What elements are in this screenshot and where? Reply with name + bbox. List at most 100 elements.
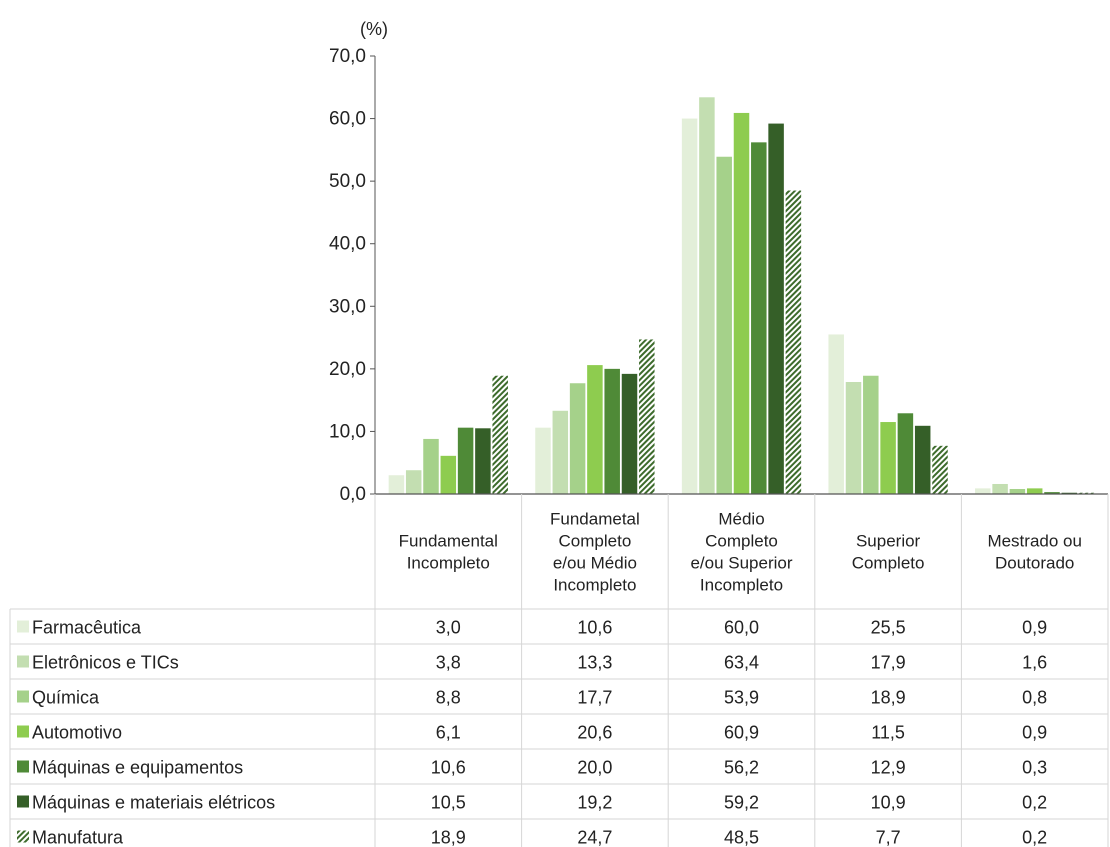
data-table-value: 7,7: [876, 828, 901, 847]
bar: [1061, 492, 1078, 494]
bar: [1026, 488, 1043, 494]
legend-label: Máquinas e materiais elétricos: [32, 793, 275, 813]
data-table-value: 17,9: [871, 653, 906, 673]
y-tick-label: 30,0: [329, 296, 366, 317]
bar: [405, 470, 422, 494]
data-table-value: 12,9: [871, 758, 906, 778]
legend-swatch: [17, 690, 29, 703]
legend-label: Farmacêutica: [32, 618, 142, 638]
data-table-value: 17,7: [577, 688, 612, 708]
legend-label: Máquinas e equipamentos: [32, 758, 243, 778]
data-table-value: 0,2: [1022, 828, 1047, 847]
bar: [845, 381, 862, 494]
data-table-value: 3,8: [436, 653, 461, 673]
y-axis: 0,0 10,0 20,0 30,0 40,0 50,0 60,0 70,0: [329, 46, 376, 505]
y-tick-label: 10,0: [329, 421, 366, 442]
data-table-value: 10,6: [577, 618, 612, 638]
bar: [552, 410, 569, 494]
data-table-value: 0,2: [1022, 793, 1047, 813]
bar: [569, 383, 586, 494]
legend-swatch: [17, 655, 29, 668]
data-table-value: 56,2: [724, 758, 759, 778]
y-tick-label: 60,0: [329, 109, 366, 130]
legend-swatch: [17, 620, 29, 633]
data-table-value: 25,5: [871, 618, 906, 638]
y-unit-label: (%): [360, 19, 388, 39]
data-table-value: 18,9: [871, 688, 906, 708]
legend-label: Automotivo: [32, 723, 122, 743]
data-table-value: 11,5: [871, 723, 905, 743]
bar: [716, 156, 732, 495]
x-category-label: Fundamental Incompleto: [399, 532, 498, 573]
bar: [639, 339, 655, 494]
data-table-value: 59,2: [724, 793, 759, 813]
y-tick-label: 70,0: [329, 46, 366, 67]
bar: [492, 375, 508, 494]
data-table-value: 10,9: [871, 793, 906, 813]
data-table-value: 10,5: [431, 793, 466, 813]
bar: [932, 445, 948, 494]
bar: [440, 455, 457, 494]
bar: [621, 373, 638, 494]
data-table-value: 24,7: [577, 828, 612, 847]
bar: [863, 375, 879, 494]
data-table-value: 10,6: [431, 758, 466, 778]
bar: [535, 427, 551, 494]
bar: [1009, 488, 1026, 494]
x-category-label: Médio Completo e/ou Superior Incompleto: [690, 510, 792, 595]
data-table-value: 48,5: [724, 828, 759, 847]
data-table: Fundamental Incompleto Fundametal Completo e…: [9, 494, 1109, 847]
data-table-value: 0,9: [1022, 723, 1047, 743]
bar: [699, 97, 715, 494]
bar: [587, 365, 603, 494]
x-category-label: Superior Completo: [852, 532, 925, 573]
y-tick-label: 50,0: [329, 171, 366, 192]
data-table-value: 0,3: [1022, 758, 1047, 778]
data-table-value: 53,9: [724, 688, 759, 708]
legend-label: Química: [32, 688, 100, 708]
data-table-value: 63,4: [724, 653, 759, 673]
data-table-value: 60,9: [724, 723, 759, 743]
y-tick-label: 20,0: [329, 359, 366, 380]
data-table-value: 6,1: [436, 723, 461, 743]
legend-label: Manufatura: [32, 828, 124, 847]
legend-swatch: [17, 830, 29, 843]
data-table-value: 20,6: [577, 723, 612, 743]
y-tick-label: 0,0: [340, 484, 366, 505]
bar: [975, 488, 991, 494]
bar: [1044, 492, 1060, 494]
x-category-label: Fundametal Completo e/ou Médio Incompleto: [550, 510, 640, 595]
data-table-value: 19,2: [577, 793, 612, 813]
bar: [423, 438, 439, 494]
bar: [768, 123, 784, 494]
data-table-value: 1,6: [1022, 653, 1047, 673]
bar: [785, 190, 802, 494]
bar: [475, 428, 491, 494]
data-table-value: 60,0: [724, 618, 759, 638]
bar: [880, 422, 896, 494]
legend-swatch: [17, 795, 29, 808]
data-table-value: 13,3: [577, 653, 612, 673]
bar: [388, 475, 405, 494]
data-table-value: 20,0: [577, 758, 612, 778]
bar: [1078, 492, 1095, 494]
data-table-value: 18,9: [431, 828, 466, 847]
bar: [828, 334, 844, 494]
data-table-value: 0,8: [1022, 688, 1047, 708]
data-table-value: 0,9: [1022, 618, 1047, 638]
bar: [897, 413, 914, 494]
bar: [914, 425, 931, 494]
x-category-label: Mestrado ou Doutorado: [987, 532, 1082, 573]
bar: [992, 483, 1008, 494]
legend-swatch: [17, 760, 29, 773]
bar: [751, 142, 767, 494]
data-table-value: 3,0: [436, 618, 461, 638]
bar: [604, 368, 620, 494]
bar: [681, 118, 698, 495]
legend-swatch: [17, 725, 29, 738]
legend-label: Eletrônicos e TICs: [32, 653, 179, 673]
y-tick-label: 40,0: [329, 234, 366, 255]
bar: [457, 427, 474, 494]
data-table-value: 8,8: [436, 688, 461, 708]
